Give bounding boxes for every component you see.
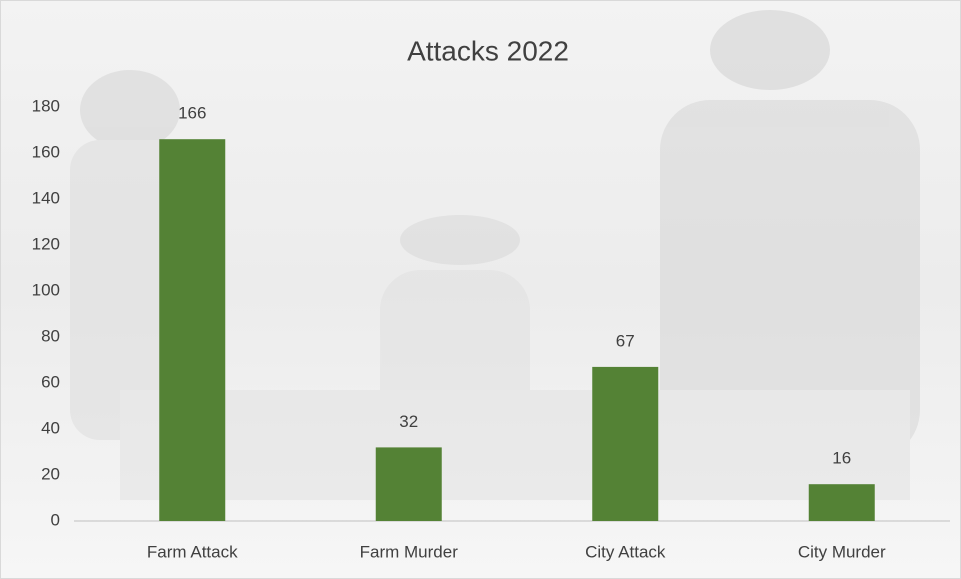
y-tick-label: 160 bbox=[32, 142, 60, 161]
value-label: 32 bbox=[399, 412, 418, 431]
y-tick-label: 120 bbox=[32, 234, 60, 253]
y-tick-label: 40 bbox=[41, 418, 60, 437]
bar bbox=[159, 139, 226, 521]
y-tick-label: 80 bbox=[41, 326, 60, 345]
x-tick-label: Farm Attack bbox=[147, 542, 238, 561]
y-tick-label: 60 bbox=[41, 372, 60, 391]
x-tick-label: Farm Murder bbox=[360, 542, 459, 561]
bar bbox=[375, 447, 442, 521]
background-photo bbox=[70, 10, 920, 500]
value-label: 67 bbox=[616, 331, 635, 350]
x-tick-label: City Murder bbox=[798, 542, 886, 561]
y-tick-label: 100 bbox=[32, 280, 60, 299]
bar bbox=[592, 366, 659, 521]
x-tick-label: City Attack bbox=[585, 542, 666, 561]
y-tick-label: 0 bbox=[51, 510, 60, 529]
value-label: 166 bbox=[178, 104, 206, 123]
bar bbox=[808, 484, 875, 521]
y-tick-label: 140 bbox=[32, 188, 60, 207]
y-tick-label: 180 bbox=[32, 96, 60, 115]
chart-title: Attacks 2022 bbox=[407, 35, 569, 66]
value-label: 16 bbox=[832, 449, 851, 468]
y-tick-label: 20 bbox=[41, 464, 60, 483]
